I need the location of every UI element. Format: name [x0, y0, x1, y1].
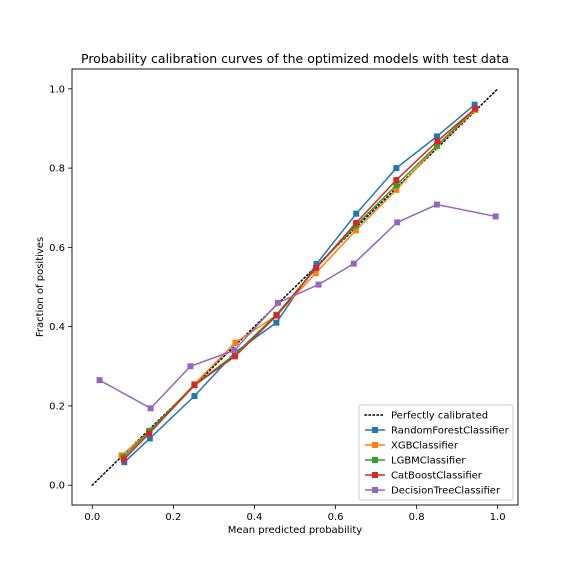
legend-entry: Perfectly calibrated — [364, 411, 488, 422]
data-point-CatBoostClassifier-0 — [120, 456, 127, 463]
legend-label: RandomForestClassifier — [391, 426, 510, 437]
series-DecisionTreeClassifier — [96, 201, 499, 412]
legend-label: DecisionTreeClassifier — [391, 486, 501, 497]
y-tick-label: 0.4 — [49, 322, 65, 333]
data-point-XGBClassifier-6 — [352, 227, 359, 234]
data-point-RandomForestClassifier-9 — [471, 101, 478, 108]
data-point-XGBClassifier-5 — [312, 270, 319, 277]
data-point-DecisionTreeClassifier-7 — [394, 219, 401, 226]
y-tick-label: 0.6 — [49, 243, 65, 254]
data-point-DecisionTreeClassifier-6 — [350, 260, 357, 267]
legend-label: XGBClassifier — [391, 441, 459, 452]
legend-entry: CatBoostClassifier — [365, 471, 483, 482]
x-tick-label: 0.8 — [409, 512, 425, 523]
x-tick-label: 0.6 — [328, 512, 344, 523]
x-tick-label: 0.0 — [84, 512, 100, 523]
data-point-DecisionTreeClassifier-2 — [187, 363, 194, 370]
data-point-CatBoostClassifier-7 — [393, 176, 400, 183]
data-point-DecisionTreeClassifier-9 — [492, 213, 499, 220]
data-point-DecisionTreeClassifier-4 — [274, 299, 281, 306]
x-axis-label: Mean predicted probability — [228, 525, 362, 536]
data-point-DecisionTreeClassifier-8 — [433, 201, 440, 208]
data-point-CatBoostClassifier-2 — [191, 382, 198, 389]
data-point-RandomForestClassifier-1 — [146, 435, 153, 442]
data-point-DecisionTreeClassifier-3 — [231, 347, 238, 354]
series-CatBoostClassifier — [120, 105, 479, 463]
axes-frame — [71, 68, 519, 506]
legend-entry: RandomForestClassifier — [365, 426, 510, 437]
data-point-XGBClassifier-7 — [393, 186, 400, 193]
data-point-RandomForestClassifier-4 — [273, 319, 280, 326]
x-tick-label: 0.4 — [247, 512, 263, 523]
plot-area — [91, 88, 499, 486]
legend-entry: LGBMClassifier — [365, 456, 466, 467]
data-point-LGBMClassifier-8 — [433, 142, 440, 149]
data-point-RandomForestClassifier-7 — [393, 165, 400, 172]
legend-marker — [372, 427, 378, 433]
legend-entry: DecisionTreeClassifier — [365, 486, 501, 497]
data-point-CatBoostClassifier-9 — [472, 105, 479, 112]
legend-marker — [372, 457, 378, 463]
data-point-CatBoostClassifier-4 — [273, 312, 280, 319]
x-tick-label: 1.0 — [490, 512, 506, 523]
series-line-DecisionTreeClassifier — [99, 203, 496, 410]
data-point-DecisionTreeClassifier-5 — [315, 281, 322, 288]
data-point-XGBClassifier-3 — [232, 339, 239, 346]
legend: Perfectly calibrated RandomForestClassifi… — [358, 404, 514, 501]
legend-marker — [372, 472, 378, 478]
legend-label: Perfectly calibrated — [391, 411, 488, 422]
reference-line-perfectly-calibrated — [91, 88, 499, 486]
chart-title: Probability calibration curves of the op… — [81, 51, 509, 66]
data-point-DecisionTreeClassifier-1 — [147, 405, 154, 412]
y-tick-label: 0.2 — [49, 401, 65, 412]
data-point-DecisionTreeClassifier-0 — [96, 377, 103, 384]
data-point-RandomForestClassifier-2 — [191, 393, 198, 399]
data-point-RandomForestClassifier-6 — [353, 210, 360, 217]
data-point-CatBoostClassifier-8 — [434, 138, 441, 145]
legend-box — [358, 404, 514, 501]
legend-label: LGBMClassifier — [391, 456, 466, 467]
data-point-CatBoostClassifier-1 — [146, 430, 153, 437]
legend-marker — [372, 442, 378, 448]
legend-entry: XGBClassifier — [365, 441, 459, 452]
data-point-RandomForestClassifier-5 — [313, 261, 320, 268]
y-tick-label: 0.0 — [49, 481, 65, 492]
data-point-CatBoostClassifier-5 — [313, 264, 320, 271]
legend-label: CatBoostClassifier — [391, 471, 483, 482]
data-point-CatBoostClassifier-6 — [353, 219, 360, 226]
series-line-CatBoostClassifier — [123, 108, 476, 460]
y-tick-label: 0.8 — [49, 164, 65, 175]
legend-marker — [372, 487, 378, 493]
y-axis: 0.0 0.2 0.4 0.6 0.8 1.0 — [49, 84, 72, 492]
x-axis: 0.0 0.2 0.4 0.6 0.8 1.0 — [84, 505, 506, 523]
data-point-CatBoostClassifier-3 — [231, 353, 238, 360]
y-tick-label: 1.0 — [49, 84, 65, 95]
x-tick-label: 0.2 — [165, 512, 181, 523]
data-point-RandomForestClassifier-8 — [433, 133, 440, 140]
data-point-LGBMClassifier-7 — [393, 182, 400, 189]
y-axis-label: Fraction of positives — [35, 237, 46, 337]
